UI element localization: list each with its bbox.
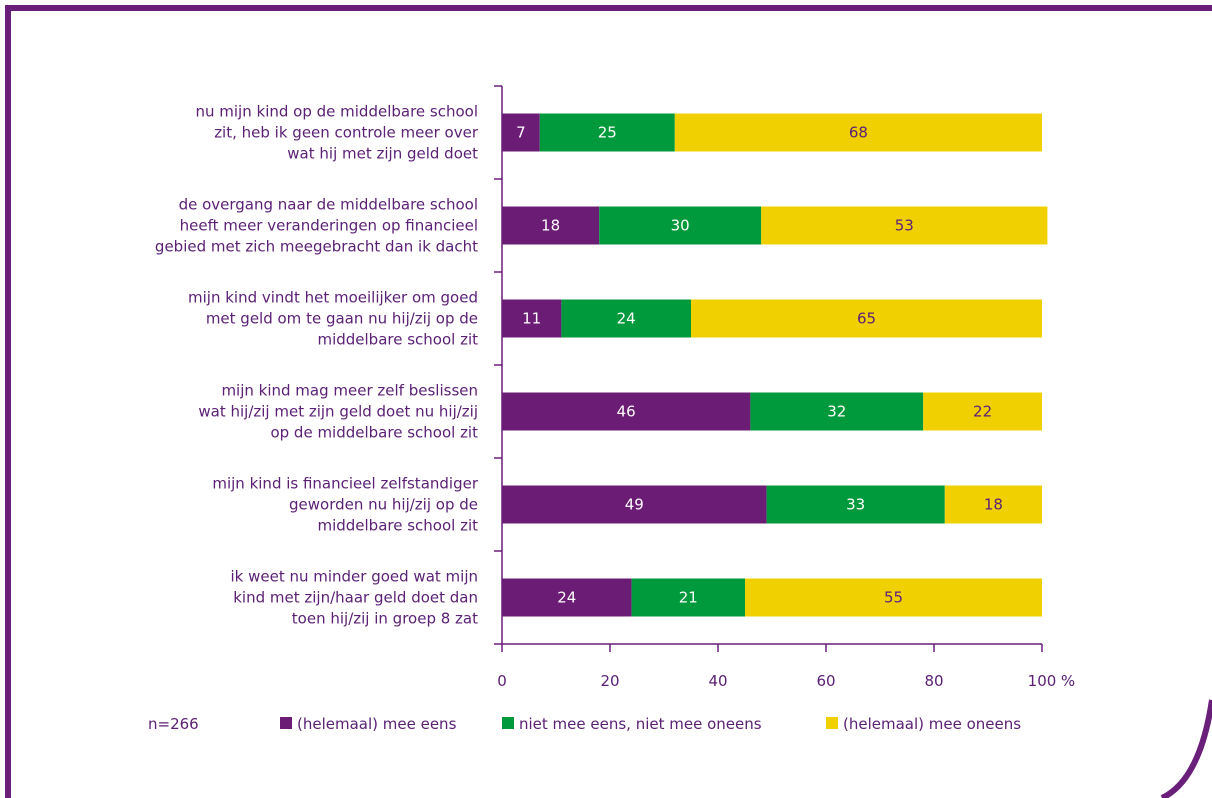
bars-layer: 7 25 68 18 30 53 11 24 65 46 32 22 49 33 18 24 21 55 xyxy=(502,113,1048,617)
bar-segment-6-2 xyxy=(631,578,745,617)
data-label-1-1: 7 xyxy=(516,124,526,142)
bar-segment-2-3 xyxy=(761,206,1048,245)
data-label-6-3: 55 xyxy=(884,589,903,607)
legend: n=266 (helemaal) mee eens niet mee eens, n… xyxy=(148,715,1021,733)
data-label-6-1: 24 xyxy=(557,589,576,607)
data-label-3-3: 65 xyxy=(857,310,876,328)
category-label-6: ik weet nu minder goed wat mijn kind met … xyxy=(230,568,478,628)
bar-segment-4-3 xyxy=(923,392,1042,431)
category-label-2: de overgang naar de middelbare school hee… xyxy=(155,196,478,256)
x-axis-unit: % xyxy=(1061,672,1075,690)
legend-label-2: niet mee eens, niet mee oneens xyxy=(519,715,762,733)
x-tick-label-60: 60 xyxy=(816,672,835,690)
data-label-4-2: 32 xyxy=(827,403,846,421)
data-label-2-3: 53 xyxy=(895,217,914,235)
data-label-3-1: 11 xyxy=(522,310,541,328)
bar-segment-1-1 xyxy=(502,113,540,152)
x-tick-label-20: 20 xyxy=(600,672,619,690)
data-label-2-2: 30 xyxy=(671,217,690,235)
data-label-4-1: 46 xyxy=(617,403,636,421)
category-label-5: mijn kind is financieel zelfstandiger gew… xyxy=(212,475,478,535)
data-label-5-2: 33 xyxy=(846,496,865,514)
data-label-5-3: 18 xyxy=(984,496,1003,514)
bar-segment-2-2 xyxy=(599,206,762,245)
bar-segment-3-2 xyxy=(561,299,691,338)
x-tick-label-80: 80 xyxy=(924,672,943,690)
bar-segment-2-1 xyxy=(502,206,600,245)
data-label-6-2: 21 xyxy=(679,589,698,607)
legend-label-1: (helemaal) mee eens xyxy=(297,715,457,733)
category-labels: nu mijn kind op de middelbare school zit,… xyxy=(155,103,479,628)
bar-segment-1-3 xyxy=(674,113,1042,152)
bar-segment-3-1 xyxy=(502,299,562,338)
bar-segment-6-3 xyxy=(745,578,1042,617)
data-label-4-3: 22 xyxy=(973,403,992,421)
x-tick-label-0: 0 xyxy=(497,672,507,690)
data-label-1-3: 68 xyxy=(849,124,868,142)
data-label-5-1: 49 xyxy=(625,496,644,514)
x-tick-label-40: 40 xyxy=(708,672,727,690)
legend-swatch-2 xyxy=(502,717,514,729)
data-label-1-2: 25 xyxy=(598,124,617,142)
category-label-3: mijn kind vindt het moeilijker om goed me… xyxy=(188,289,478,349)
axis-layer: 0 20 40 60 80 100% xyxy=(494,85,1075,690)
bar-segment-5-2 xyxy=(766,485,945,524)
data-label-3-2: 24 xyxy=(617,310,636,328)
bar-segment-3-3 xyxy=(691,299,1042,338)
bar-segment-5-1 xyxy=(502,485,767,524)
category-label-1: nu mijn kind op de middelbare school zit,… xyxy=(196,103,479,163)
category-label-4: mijn kind mag meer zelf beslissen wat hij… xyxy=(198,382,478,442)
legend-swatch-1 xyxy=(280,717,292,729)
legend-label-3: (helemaal) mee oneens xyxy=(843,715,1021,733)
sample-size-note: n=266 xyxy=(148,715,199,733)
bar-segment-4-1 xyxy=(502,392,751,431)
data-label-2-1: 18 xyxy=(541,217,560,235)
x-tick-label-100: 100 xyxy=(1028,672,1057,690)
bar-segment-5-3 xyxy=(944,485,1042,524)
legend-swatch-3 xyxy=(826,717,838,729)
bar-segment-6-1 xyxy=(502,578,632,617)
bar-segment-4-2 xyxy=(750,392,924,431)
bar-segment-1-2 xyxy=(539,113,675,152)
